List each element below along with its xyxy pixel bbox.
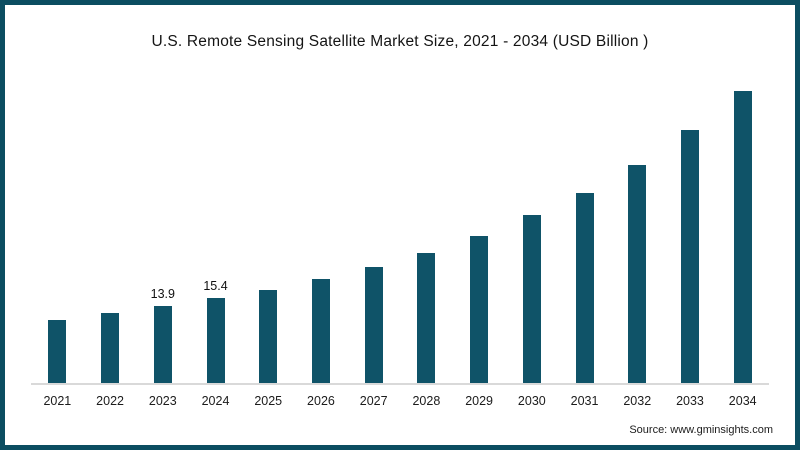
bar <box>417 253 436 383</box>
bar <box>101 313 120 383</box>
bar <box>259 290 278 383</box>
x-axis-label: 2032 <box>623 394 652 408</box>
x-axis-label: 2034 <box>728 394 757 408</box>
x-axis-label: 2030 <box>517 394 546 408</box>
bar <box>364 267 383 383</box>
x-axis-label: 2024 <box>201 394 230 408</box>
bar <box>522 215 541 383</box>
x-axis: 2021 2022 2023 2024 2025 2026 2027 2028 2029 2030… <box>31 385 769 408</box>
bar-column <box>347 65 400 383</box>
x-axis-label: 2023 <box>148 394 177 408</box>
bar <box>206 298 225 383</box>
x-axis-label: 2022 <box>96 394 124 408</box>
bar-column <box>453 65 506 383</box>
bar <box>575 193 594 383</box>
bar <box>48 320 67 383</box>
bar-column <box>400 65 453 383</box>
x-axis-label: 2021 <box>43 394 72 408</box>
bar-column <box>716 65 769 383</box>
bar-chart: 13.9 15.4 2021 2022 2023 2024 2025 2026 2027 202… <box>31 65 769 408</box>
bar-column <box>295 65 348 383</box>
x-axis-label: 2026 <box>307 394 335 408</box>
bar-column: 15.4 <box>189 65 242 383</box>
plot-area: 13.9 15.4 <box>31 65 769 385</box>
bar <box>733 91 752 383</box>
bar-column <box>558 65 611 383</box>
bar <box>628 165 647 383</box>
bar-value-label: 13.9 <box>150 287 175 301</box>
x-axis-label: 2025 <box>254 394 283 408</box>
bar <box>311 279 330 383</box>
x-axis-label: 2033 <box>676 394 704 408</box>
x-axis-label: 2029 <box>465 394 494 408</box>
bar-value-label: 15.4 <box>203 279 228 293</box>
bar-column <box>31 65 84 383</box>
x-axis-label: 2028 <box>412 394 441 408</box>
bar-column: 13.9 <box>136 65 189 383</box>
bar <box>153 306 172 383</box>
bar <box>470 236 489 383</box>
bar-column <box>84 65 137 383</box>
x-axis-label: 2031 <box>570 394 599 408</box>
bar-column <box>505 65 558 383</box>
chart-title: U.S. Remote Sensing Satellite Market Siz… <box>151 33 649 50</box>
source-text: Source: www.gminsights.com <box>629 424 773 436</box>
bar-column <box>242 65 295 383</box>
bar-column <box>611 65 664 383</box>
bar <box>680 130 699 383</box>
bar-column <box>664 65 717 383</box>
x-axis-label: 2027 <box>359 394 388 408</box>
